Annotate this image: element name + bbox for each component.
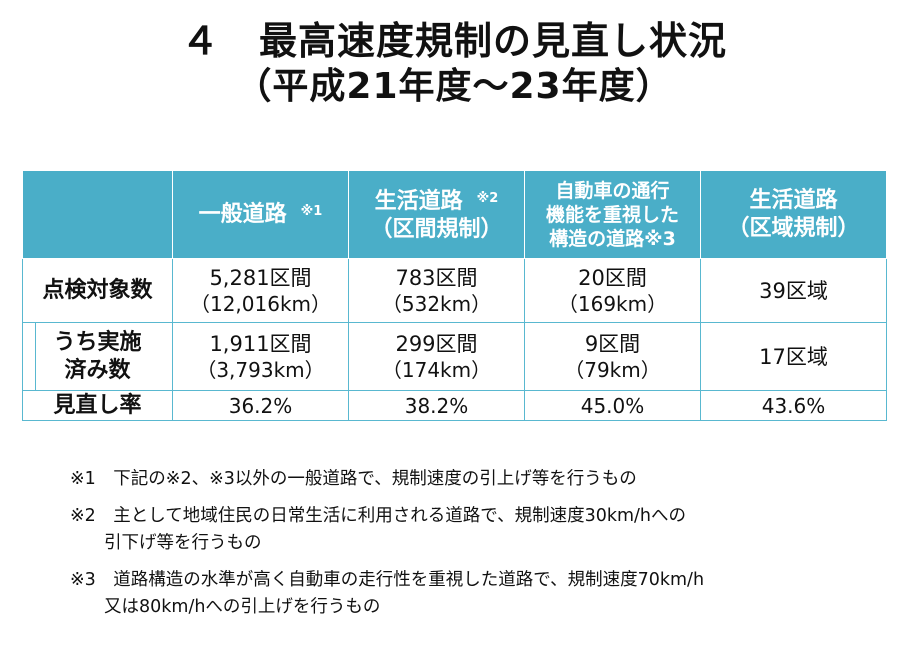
- header-general-road: 一般道路 ※1: [172, 170, 349, 259]
- row-label-implemented: うち実施 済み数: [22, 322, 173, 391]
- table-row: 見直し率 36.2% 38.2% 45.0% 43.6%: [22, 390, 887, 421]
- header-empty-cell: [22, 170, 173, 259]
- note-mark-2: ※2: [476, 191, 499, 206]
- header-residential-area: 生活道路 （区域規制）: [700, 170, 887, 259]
- indent-divider: [35, 323, 36, 390]
- footnote-2: ※2 主として地域住民の日常生活に利用される道路で、規制速度30km/hへの 引…: [70, 506, 687, 553]
- footnote-3: ※3 道路構造の水準が高く自動車の走行性を重視した道路で、規制速度70km/h …: [70, 570, 705, 617]
- cell-rate: 36.2%: [172, 390, 349, 421]
- row-label-inspected: 点検対象数: [22, 258, 173, 323]
- cell-rate: 43.6%: [700, 390, 887, 421]
- table-header-row: 一般道路 ※1 生活道路 ※2 （区間規制） 自動車の通行 機能を重視した 構造の道…: [22, 170, 887, 259]
- title-line-2: （平成21年度～23年度）: [235, 66, 673, 107]
- note-mark-1: ※1: [300, 203, 323, 219]
- cell-value: 5,281区間 （12,016km）: [172, 258, 349, 323]
- cell-value: 17区域: [700, 322, 887, 391]
- cell-rate: 45.0%: [524, 390, 701, 421]
- cell-value: 20区間 （169km）: [524, 258, 701, 323]
- footnote-1: ※1 下記の※2、※3以外の一般道路で、規制速度の引上げ等を行うもの: [70, 469, 637, 489]
- header-traffic-function-road: 自動車の通行 機能を重視した 構造の道路※3: [524, 170, 701, 259]
- header-residential-section: 生活道路 ※2 （区間規制）: [348, 170, 525, 259]
- cell-value: 39区域: [700, 258, 887, 323]
- footnotes: ※1 下記の※2、※3以外の一般道路で、規制速度の引上げ等を行うもの ※2 主と…: [70, 466, 890, 631]
- speed-limit-review-table: 一般道路 ※1 生活道路 ※2 （区間規制） 自動車の通行 機能を重視した 構造の道…: [22, 170, 887, 421]
- table-row: 点検対象数 5,281区間 （12,016km） 783区間 （532km） 2…: [22, 258, 887, 323]
- cell-value: 1,911区間 （3,793km）: [172, 322, 349, 391]
- cell-rate: 38.2%: [348, 390, 525, 421]
- cell-value: 783区間 （532km）: [348, 258, 525, 323]
- row-label-review-rate: 見直し率: [22, 390, 173, 421]
- cell-value: 9区間 （79km）: [524, 322, 701, 391]
- title-line-1: ４ 最高速度規制の見直し状況: [180, 19, 727, 63]
- page-title: ４ 最高速度規制の見直し状況 （平成21年度～23年度）: [0, 18, 908, 110]
- cell-value: 299区間 （174km）: [348, 322, 525, 391]
- table-row: うち実施 済み数 1,911区間 （3,793km） 299区間 （174km）…: [22, 322, 887, 391]
